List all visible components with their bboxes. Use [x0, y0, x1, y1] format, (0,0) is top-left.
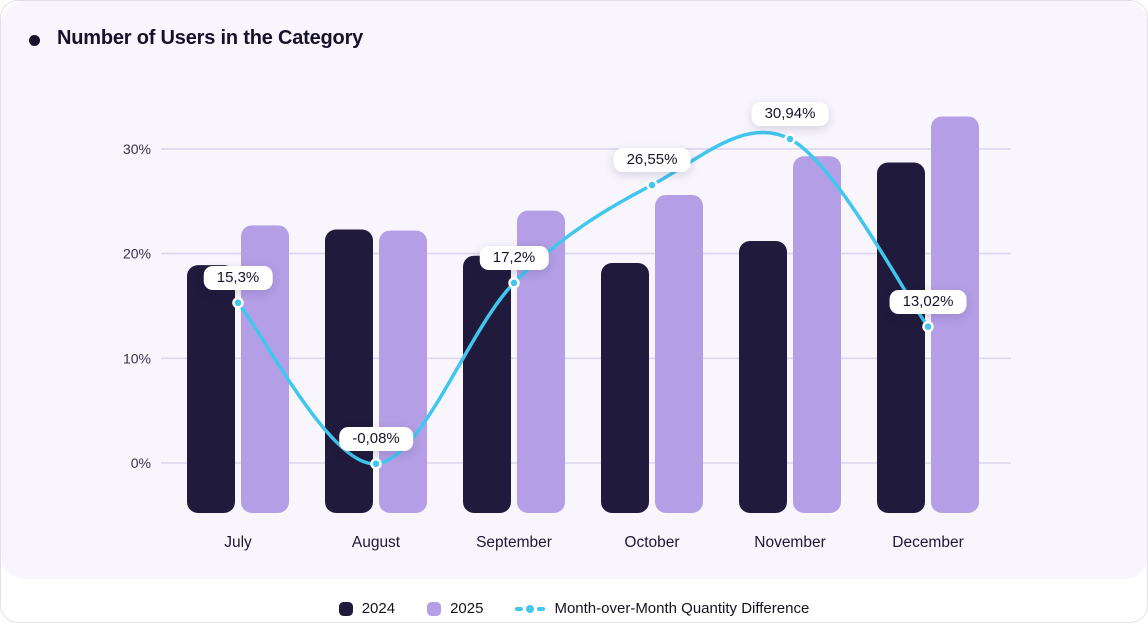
bar-2025-december[interactable]	[931, 116, 979, 514]
y-axis-tick: 30%	[123, 141, 151, 157]
legend-line-icon	[515, 604, 546, 613]
bar-2024-august[interactable]	[325, 229, 373, 514]
x-axis-label-october: October	[624, 534, 679, 551]
bar-2025-november[interactable]	[793, 156, 841, 513]
chart-header: Number of Users in the Category	[29, 27, 363, 50]
bar-2025-july[interactable]	[241, 225, 289, 513]
legend-swatch-2024-icon	[338, 601, 353, 616]
x-axis-label-august: August	[352, 534, 401, 551]
x-axis-label-july: July	[224, 534, 252, 551]
combo-chart: 0% 10% 20% 30% July August September October Nov…	[1, 1, 1147, 579]
chart-canvas: 0% 10% 20% 30% July August September October Nov…	[123, 116, 1011, 551]
line-point-october[interactable]	[646, 179, 658, 191]
line-point-november[interactable]	[784, 133, 796, 145]
bar-2025-september[interactable]	[517, 210, 565, 513]
line-point-august[interactable]	[370, 458, 382, 470]
chart-title: Number of Users in the Category	[57, 27, 364, 49]
bar-2024-october[interactable]	[601, 263, 649, 513]
line-value-label-august: -0,08%	[339, 426, 413, 451]
mom-difference-line	[236, 130, 930, 466]
line-value-label-october: 26,55%	[613, 148, 691, 173]
legend-swatch-2025-icon	[427, 601, 442, 616]
x-axis-label-december: December	[892, 534, 964, 551]
bar-2025-august[interactable]	[379, 230, 427, 514]
line-point-september[interactable]	[508, 277, 520, 289]
title-bullet-icon	[29, 34, 40, 46]
legend-label-2024: 2024	[361, 600, 396, 617]
line-value-label-december: 13,02%	[889, 289, 967, 314]
y-axis-tick: 10%	[123, 350, 151, 366]
line-point-december[interactable]	[922, 320, 934, 333]
line-point-july[interactable]	[232, 297, 244, 309]
bar-2024-december[interactable]	[877, 162, 925, 514]
bar-2024-november[interactable]	[739, 241, 787, 513]
x-axis-label-september: September	[476, 534, 552, 551]
legend-item-2024[interactable]: 2024	[338, 600, 396, 617]
legend-item-2025[interactable]: 2025	[427, 600, 483, 617]
x-axis-label-november: November	[754, 534, 826, 551]
y-axis-tick: 20%	[123, 246, 151, 262]
legend-label-mom-difference: Month-over-Month Quantity Difference	[554, 600, 810, 617]
legend-label-2025: 2025	[450, 600, 484, 617]
line-value-label-july: 15,3%	[203, 265, 273, 290]
y-axis-tick: 0%	[131, 455, 151, 471]
line-value-label-september: 17,2%	[479, 245, 549, 270]
legend-item-mom-difference[interactable]: Month-over-Month Quantity Difference	[515, 600, 809, 617]
bar-2024-september[interactable]	[463, 255, 511, 513]
line-value-label-november: 30,94%	[751, 102, 829, 127]
bar-2024-july[interactable]	[187, 265, 235, 513]
chart-legend: 2024 2025 Month-over-Month Quantity Diff…	[1, 593, 1147, 622]
bar-2025-october[interactable]	[655, 194, 703, 513]
